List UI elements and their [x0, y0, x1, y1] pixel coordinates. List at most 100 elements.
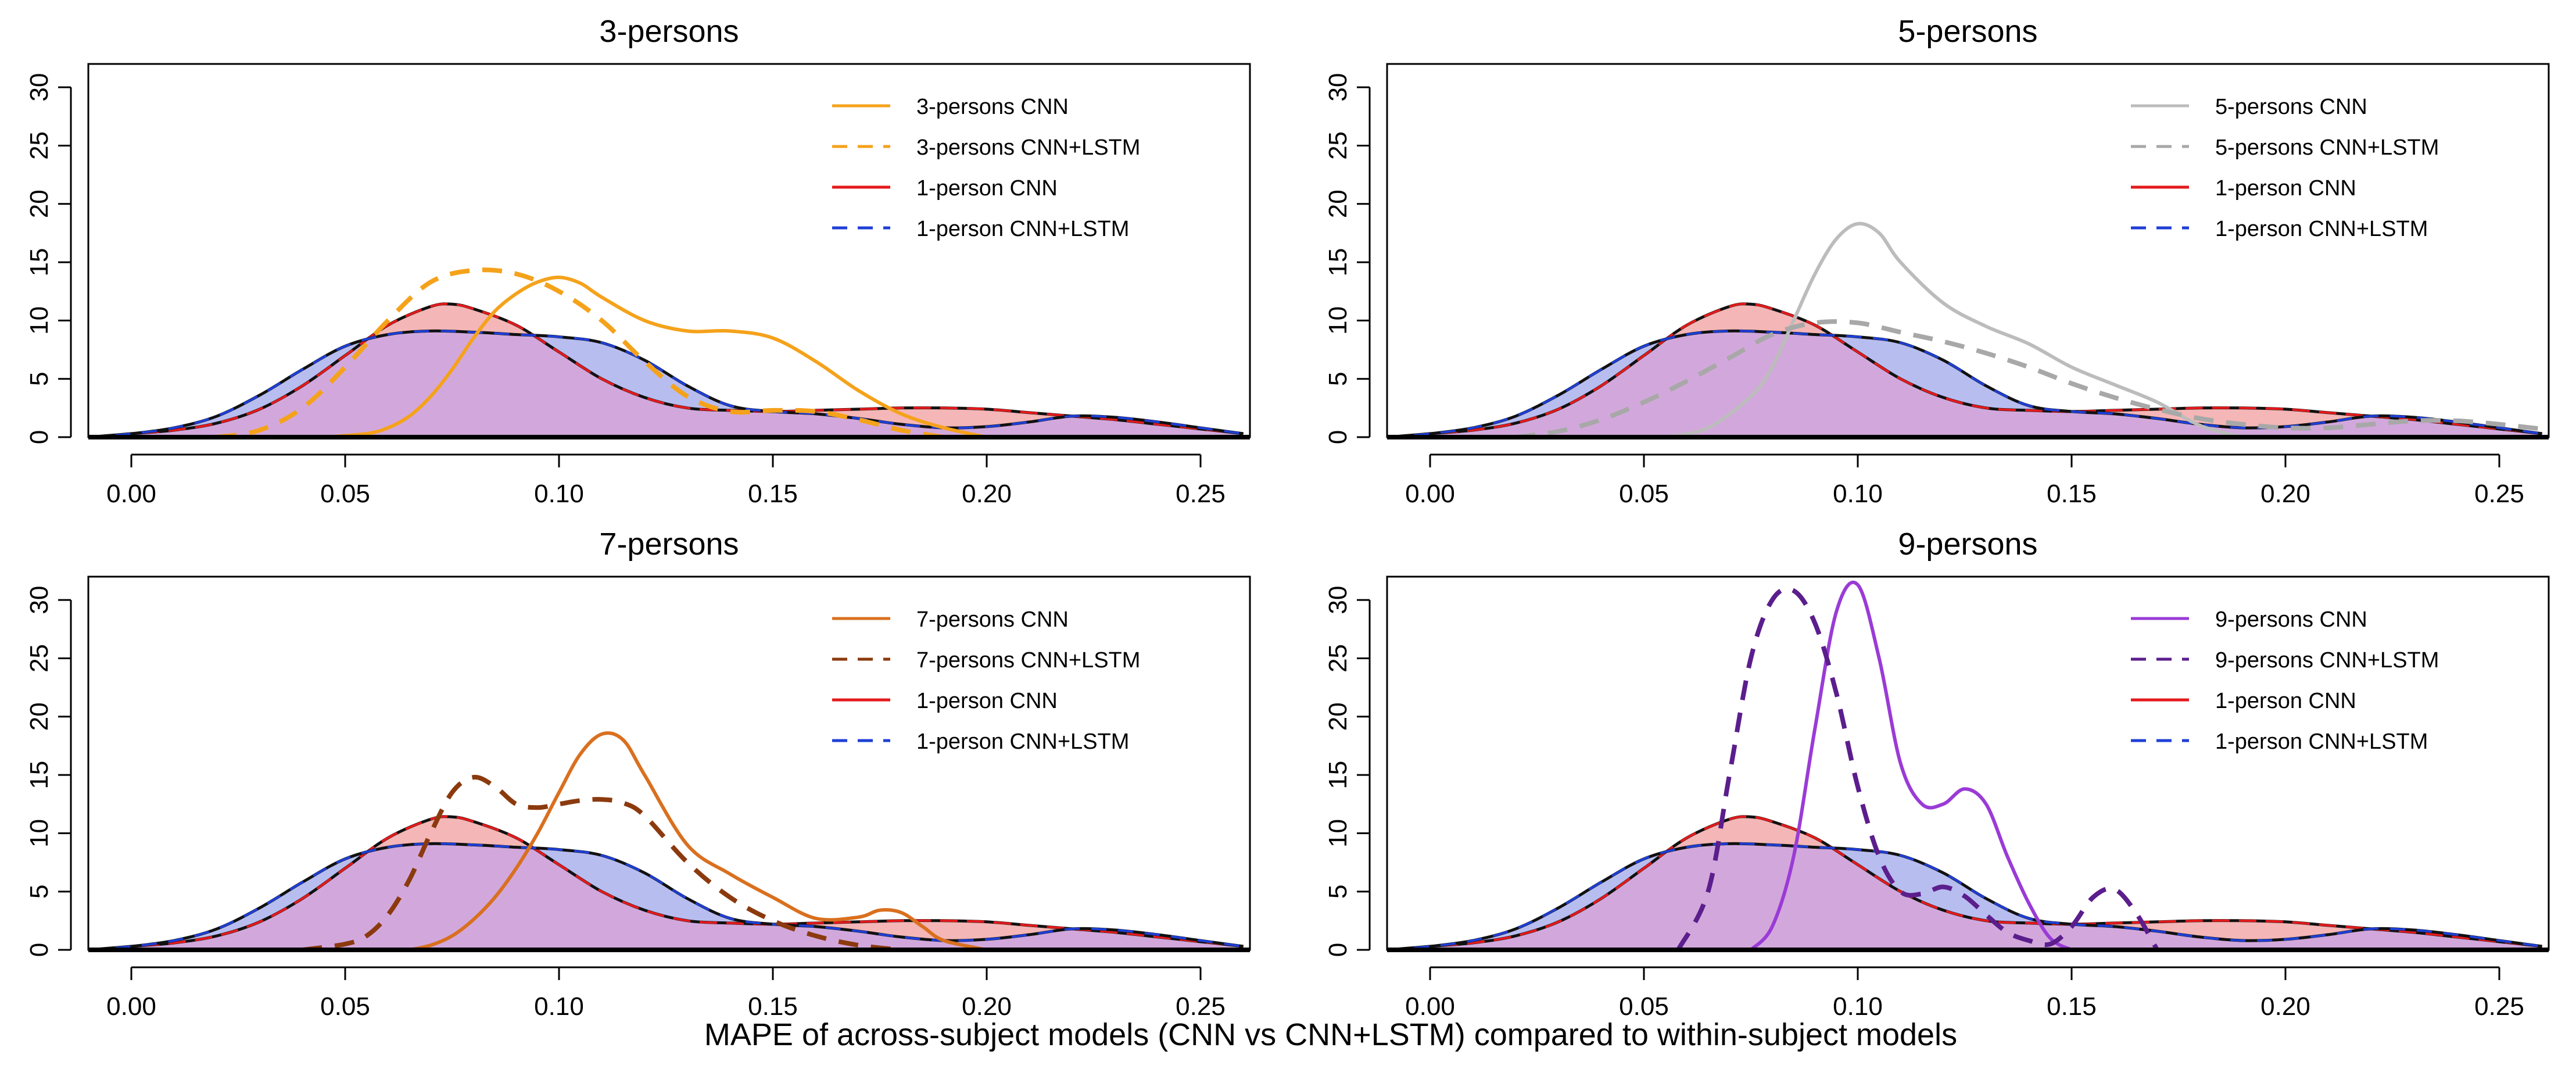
panel-3: 7-persons 0.00 0.05 0.10 0.15 0.20 0.25 0 5 10 15 2… — [25, 527, 1251, 1021]
y-tick-label: 25 — [25, 131, 53, 160]
x-tick-label: 0.20 — [962, 480, 1012, 508]
legend-label: 5-persons CNN+LSTM — [2215, 135, 2439, 160]
one-person-cnn-outline — [88, 302, 1244, 437]
legend: 5-persons CNN 5-persons CNN+LSTM 1-person … — [2131, 95, 2439, 241]
x-tick-label: 0.00 — [106, 992, 156, 1021]
density-lines — [1387, 221, 2543, 437]
x-tick-label: 0.10 — [534, 480, 584, 508]
plot-frame — [1386, 575, 2550, 951]
y-tick-label: 10 — [25, 306, 53, 335]
legend-label: 1-person CNN — [2215, 689, 2356, 713]
plot-frame — [87, 575, 1251, 951]
y-tick-label: 15 — [1324, 248, 1352, 277]
legend-label: 7-persons CNN+LSTM — [916, 648, 1140, 673]
one-person-lstm-line — [1387, 842, 2542, 950]
legend: 3-persons CNN 3-persons CNN+LSTM 1-person … — [832, 95, 1140, 241]
overlap-area — [1387, 843, 2542, 950]
y-tick-label: 30 — [25, 73, 53, 102]
legend-label: 1-person CNN+LSTM — [2215, 730, 2428, 754]
y-tick-label: 0 — [25, 430, 53, 444]
panels-layer: 3-persons 0.00 0.05 0.10 0.15 0.20 0.25 0 5 10 15 2… — [25, 14, 2550, 1021]
y-tick-label: 25 — [25, 644, 53, 673]
legend: 9-persons CNN 9-persons CNN+LSTM 1-person … — [2131, 607, 2439, 754]
x-tick-label: 0.15 — [2047, 480, 2097, 508]
y-tick-label: 30 — [25, 586, 53, 614]
x-tick-label: 0.15 — [2047, 992, 2097, 1021]
one-person-lstm-line — [88, 330, 1244, 437]
x-tick-label: 0.15 — [748, 992, 798, 1021]
x-tick-label: 0.25 — [1176, 480, 1226, 508]
legend-label: 5-persons CNN — [2215, 95, 2367, 119]
legend-label: 1-person CNN+LSTM — [916, 217, 1129, 241]
one-person-cnn-outline — [88, 815, 1244, 950]
series-line-1 — [409, 731, 987, 950]
x-tick-label: 0.20 — [962, 992, 1012, 1021]
x-tick-label: 0.10 — [1833, 992, 1883, 1021]
x-tick-label: 0.15 — [748, 480, 798, 508]
series-line-1 — [323, 276, 987, 437]
y-tick-label: 30 — [1324, 73, 1352, 102]
x-tick-label: 0.25 — [2474, 480, 2524, 508]
x-tick-label: 0.05 — [320, 480, 370, 508]
y-tick-label: 15 — [1324, 761, 1352, 789]
series-line-1 — [1665, 221, 2244, 437]
y-tick-label: 0 — [1324, 430, 1352, 444]
y-tick-label: 20 — [1324, 190, 1352, 218]
y-tick-label: 0 — [1324, 943, 1352, 957]
y-tick-label: 25 — [1324, 644, 1352, 673]
panel-title: 7-persons — [599, 527, 739, 562]
y-tick-label: 20 — [25, 190, 53, 218]
panel-title: 3-persons — [599, 14, 739, 49]
x-tick-label: 0.20 — [2260, 480, 2310, 508]
y-tick-label: 5 — [1324, 371, 1352, 385]
y-tick-label: 15 — [25, 248, 53, 277]
y-tick-label: 15 — [25, 761, 53, 789]
series-line-2 — [302, 774, 902, 950]
legend-label: 1-person CNN — [916, 176, 1058, 201]
series-line-2 — [216, 267, 945, 437]
y-tick-label: 10 — [1324, 819, 1352, 848]
legend-label: 1-person CNN — [2215, 176, 2356, 201]
legend-label: 9-persons CNN+LSTM — [2215, 648, 2439, 673]
legend-label: 1-person CNN+LSTM — [2215, 217, 2428, 241]
panel-1: 3-persons 0.00 0.05 0.10 0.15 0.20 0.25 0 5 10 15 2… — [25, 14, 1251, 508]
legend-label: 3-persons CNN+LSTM — [916, 135, 1140, 160]
x-tick-label: 0.00 — [1405, 480, 1455, 508]
x-tick-label: 0.10 — [1833, 480, 1883, 508]
legend-label: 7-persons CNN — [916, 607, 1069, 632]
y-tick-label: 30 — [1324, 586, 1352, 614]
panel-2: 5-persons 0.00 0.05 0.10 0.15 0.20 0.25 0 5 10 15 2… — [1324, 14, 2550, 508]
y-tick-label: 20 — [1324, 702, 1352, 731]
density-lines — [88, 267, 1244, 437]
y-tick-label: 0 — [25, 943, 53, 957]
y-tick-label: 10 — [25, 819, 53, 848]
overlap-area — [88, 331, 1244, 437]
overlap-area — [1387, 331, 2542, 437]
density-lines — [1387, 580, 2542, 950]
y-tick-label: 10 — [1324, 306, 1352, 335]
legend-label: 1-person CNN+LSTM — [916, 730, 1129, 754]
x-tick-label: 0.05 — [320, 992, 370, 1021]
series-line-2 — [1515, 319, 2543, 437]
y-tick-label: 20 — [25, 702, 53, 731]
x-tick-label: 0.05 — [1619, 480, 1669, 508]
plot-frame — [87, 63, 1251, 438]
plot-frame — [1386, 63, 2550, 438]
x-tick-label: 0.10 — [534, 992, 584, 1021]
x-tick-label: 0.25 — [2474, 992, 2524, 1021]
x-tick-label: 0.25 — [1176, 992, 1226, 1021]
overlap-area — [88, 843, 1244, 950]
legend-label: 1-person CNN — [916, 689, 1058, 713]
one-person-lstm-line — [1387, 330, 2542, 437]
x-tick-label: 0.00 — [1405, 992, 1455, 1021]
legend-label: 3-persons CNN — [916, 95, 1069, 119]
y-tick-label: 5 — [1324, 884, 1352, 898]
density-lines — [88, 731, 1244, 950]
series-line-2 — [1676, 587, 2159, 950]
y-tick-label: 5 — [25, 371, 53, 385]
panel-4: 9-persons 0.00 0.05 0.10 0.15 0.20 0.25 0 5 10 15 2… — [1324, 527, 2550, 1021]
legend: 7-persons CNN 7-persons CNN+LSTM 1-person … — [832, 607, 1140, 754]
legend-label: 9-persons CNN — [2215, 607, 2367, 632]
one-person-cnn-outline — [1387, 302, 2542, 437]
